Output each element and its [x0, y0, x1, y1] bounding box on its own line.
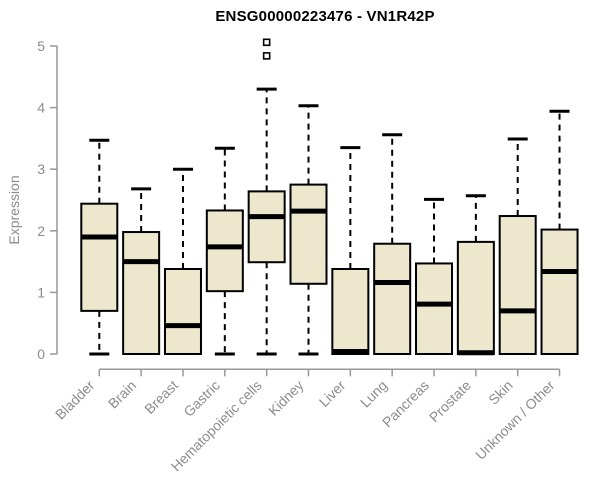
- box-pancreas: [415, 197, 454, 355]
- x-tick-label: Liver: [316, 377, 349, 410]
- outlier-point: [262, 38, 271, 47]
- x-tick-label: Brain: [105, 377, 139, 411]
- iqr-box: [122, 231, 161, 355]
- y-tick-label: 1: [37, 284, 45, 300]
- iqr-box: [540, 228, 579, 355]
- iqr-box: [80, 202, 119, 312]
- box-unknown-other: [540, 109, 579, 355]
- iqr-box: [247, 190, 286, 264]
- x-tick-label: Skin: [485, 377, 516, 408]
- x-tick-label: Kidney: [265, 377, 307, 419]
- iqr-box: [498, 215, 537, 355]
- y-tick-label: 3: [37, 161, 45, 177]
- x-tick-label: Unknown / Other: [472, 377, 558, 463]
- iqr-box: [415, 262, 454, 355]
- x-tick-label: Prostate: [426, 377, 474, 425]
- iqr-box: [163, 267, 202, 356]
- iqr-box: [331, 267, 370, 356]
- y-tick-label: 4: [37, 100, 45, 116]
- box-kidney: [289, 104, 328, 356]
- iqr-box: [205, 209, 244, 293]
- box-liver: [331, 146, 370, 356]
- box-prostate: [456, 194, 495, 356]
- x-tick-label: Breast: [141, 377, 181, 417]
- box-hematopoietic-cells: [247, 38, 286, 356]
- box-bladder: [80, 138, 119, 356]
- box-skin: [498, 137, 537, 355]
- x-tick-label: Bladder: [52, 377, 98, 423]
- y-tick-label: 0: [37, 346, 45, 362]
- box-lung: [373, 133, 412, 355]
- outlier-point: [262, 52, 271, 60]
- iqr-box: [373, 242, 412, 355]
- chart-title: ENSG00000223476 - VN1R42P: [215, 8, 435, 25]
- iqr-box: [456, 240, 495, 355]
- y-tick-label: 2: [37, 223, 45, 239]
- x-tick-label: Lung: [357, 377, 390, 410]
- y-tick-label: 5: [37, 38, 45, 54]
- iqr-box: [289, 183, 328, 285]
- box-breast: [163, 167, 202, 356]
- box-gastric: [205, 146, 244, 356]
- box-brain: [122, 187, 161, 355]
